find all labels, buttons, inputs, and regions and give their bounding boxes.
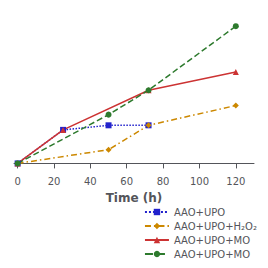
svg-text:0: 0 xyxy=(14,176,20,187)
svg-text:120: 120 xyxy=(226,176,245,187)
svg-text:60: 60 xyxy=(120,176,133,187)
svg-text:40: 40 xyxy=(84,176,97,187)
svg-text:AAO+UPO: AAO+UPO xyxy=(174,207,225,218)
svg-text:80: 80 xyxy=(157,176,170,187)
svg-text:AAO+UPO+MO: AAO+UPO+MO xyxy=(174,249,250,260)
svg-text:AAO+UPO+MO: AAO+UPO+MO xyxy=(174,235,250,246)
svg-text:20: 20 xyxy=(48,176,61,187)
svg-text:Time (h): Time (h) xyxy=(106,191,163,205)
svg-text:AAO+UPO+H₂O₂: AAO+UPO+H₂O₂ xyxy=(174,221,257,232)
svg-text:100: 100 xyxy=(190,176,209,187)
